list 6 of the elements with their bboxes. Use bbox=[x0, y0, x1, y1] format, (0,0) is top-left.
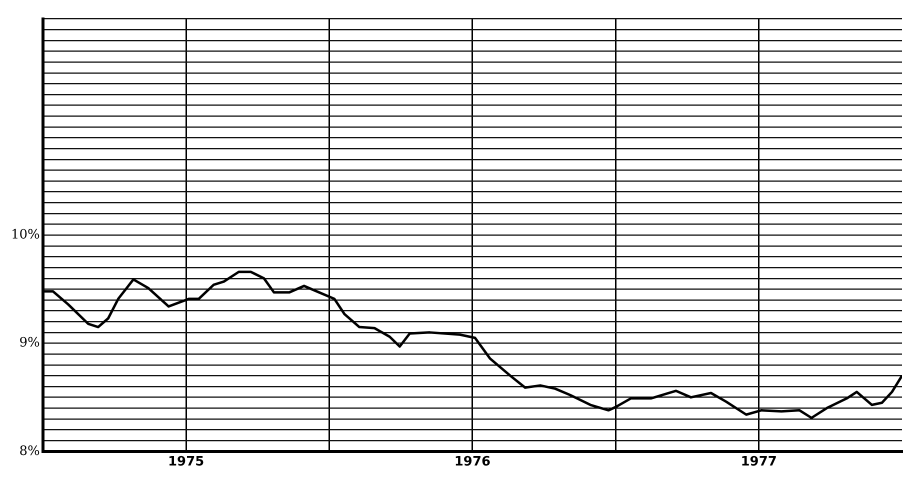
y-tick-label: 10% bbox=[10, 227, 40, 242]
y-tick-label: 8% bbox=[19, 444, 40, 459]
x-tick-label: 1977 bbox=[740, 454, 777, 470]
y-tick-label: 9% bbox=[19, 336, 40, 351]
x-tick-label: 1975 bbox=[168, 454, 204, 470]
x-tick-label: 1976 bbox=[454, 454, 491, 470]
